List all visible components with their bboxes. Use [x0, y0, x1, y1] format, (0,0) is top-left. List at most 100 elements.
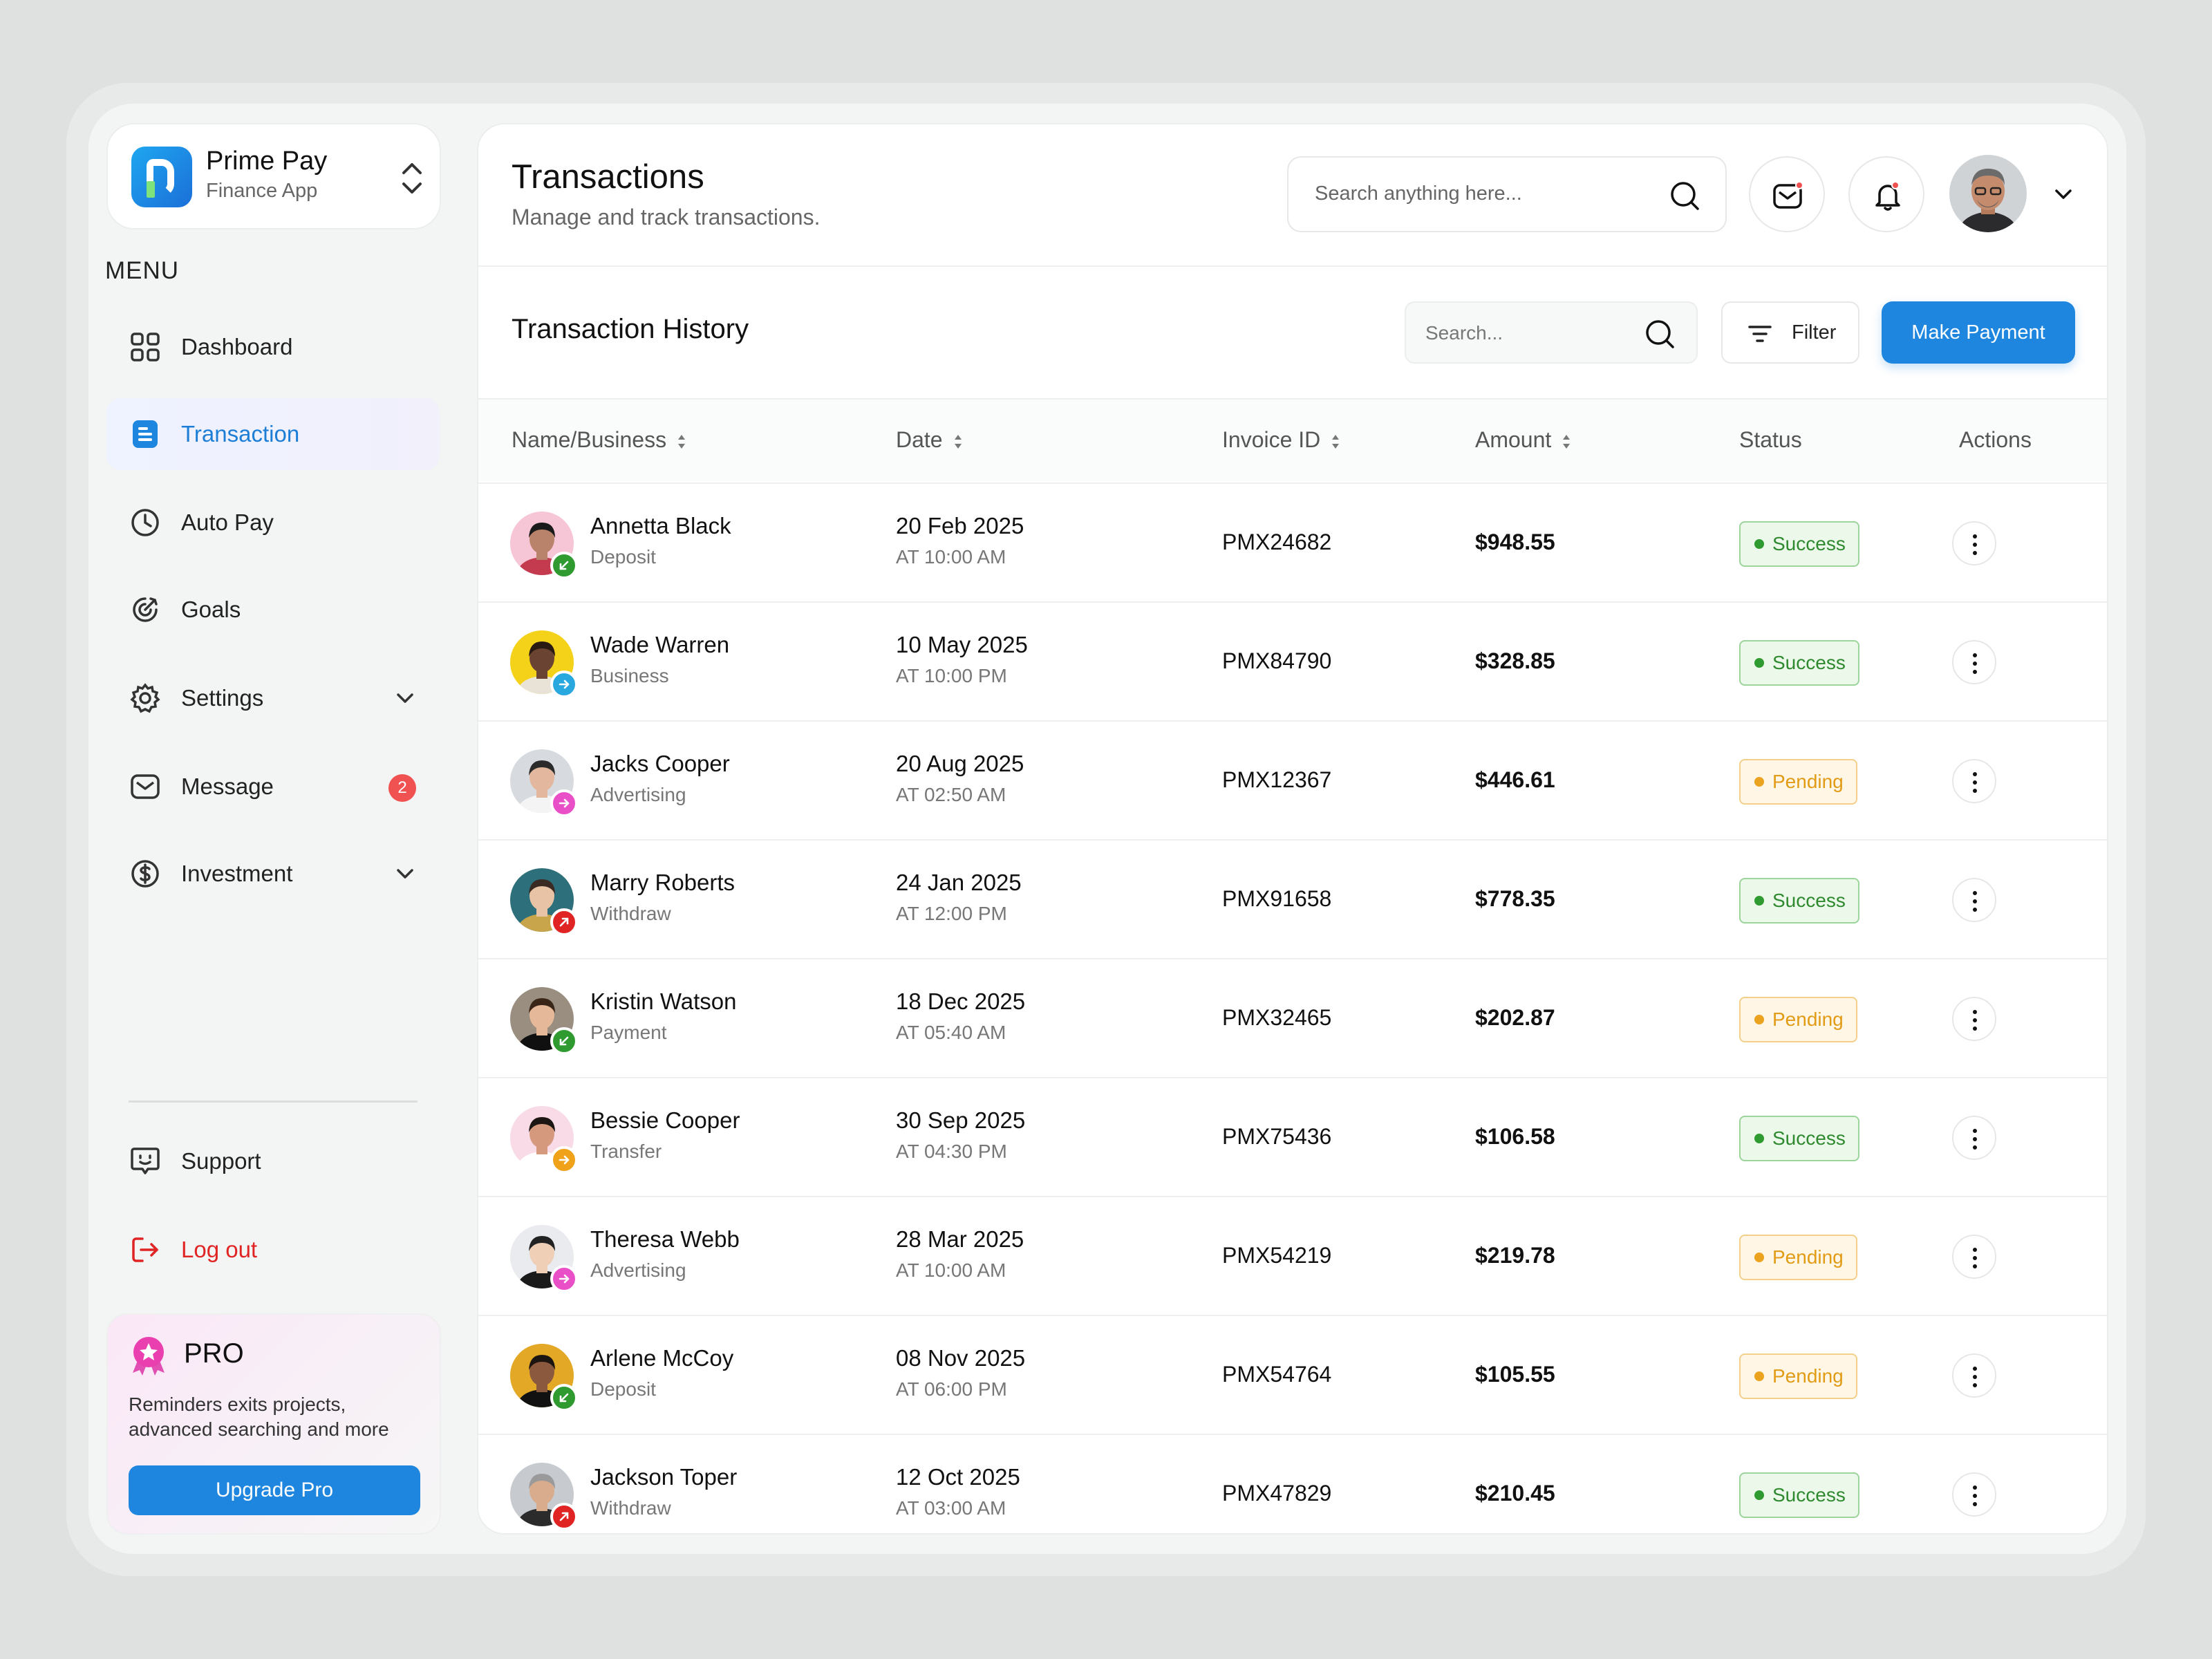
more-actions-button[interactable] [1952, 1116, 1996, 1160]
table-row[interactable]: Kristin Watson Payment 18 Dec 2025 AT 05… [478, 958, 2107, 1077]
more-actions-button[interactable] [1952, 1472, 1996, 1517]
table-search-placeholder: Search... [1425, 322, 1503, 344]
table-row[interactable]: Marry Roberts Withdraw 24 Jan 2025 AT 12… [478, 839, 2107, 958]
sidebar-item-label: Dashboard [181, 334, 293, 359]
upgrade-pro-button[interactable]: Upgrade Pro [129, 1465, 420, 1515]
mail-notification-icon [1773, 181, 1803, 209]
transaction-type: Withdraw [590, 903, 671, 924]
transaction-date: 20 Aug 2025 [896, 751, 1024, 776]
sort-icon[interactable] [1330, 433, 1341, 451]
table-row[interactable]: Jacks Cooper Advertising 20 Aug 2025 AT … [478, 720, 2107, 839]
table-row[interactable]: Annetta Black Deposit 20 Feb 2025 AT 10:… [478, 482, 2107, 601]
more-actions-button[interactable] [1952, 997, 1996, 1041]
status-badge: Pending [1739, 759, 1857, 805]
make-payment-button[interactable]: Make Payment [1882, 301, 2075, 364]
transaction-name: Annetta Black [590, 513, 731, 538]
sidebar-item-auto-pay[interactable]: Auto Pay [106, 487, 440, 559]
sidebar-item-logout[interactable]: Log out [106, 1214, 440, 1286]
sidebar-item-message[interactable]: Message 2 [106, 751, 440, 823]
notifications-button[interactable] [1848, 156, 1924, 232]
main-panel: Transactions Manage and track transactio… [477, 123, 2108, 1535]
search-icon[interactable] [1669, 180, 1700, 212]
chevron-down-icon[interactable] [394, 863, 416, 885]
sidebar-item-dashboard[interactable]: Dashboard [106, 311, 440, 383]
transaction-date: 10 May 2025 [896, 632, 1028, 657]
transaction-time: AT 05:40 AM [896, 1022, 1006, 1043]
pro-title: PRO [184, 1338, 244, 1369]
message-count-badge: 2 [388, 774, 416, 802]
table-row[interactable]: Theresa Webb Advertising 28 Mar 2025 AT … [478, 1196, 2107, 1315]
transaction-type: Deposit [590, 546, 656, 568]
sidebar-item-transaction[interactable]: Transaction [106, 398, 440, 470]
transaction-type-icon [550, 789, 578, 817]
transaction-amount: $219.78 [1475, 1243, 1555, 1268]
brand-switcher[interactable]: Prime Pay Finance App [106, 123, 441, 229]
more-actions-button[interactable] [1952, 521, 1996, 565]
transaction-time: AT 04:30 PM [896, 1141, 1007, 1162]
column-header-invoice[interactable]: Invoice ID [1222, 427, 1341, 453]
more-actions-button[interactable] [1952, 759, 1996, 803]
transaction-type: Advertising [590, 1259, 686, 1281]
transaction-type-icon [550, 552, 578, 579]
table-row[interactable]: Arlene McCoy Deposit 08 Nov 2025 AT 06:0… [478, 1315, 2107, 1434]
transaction-date: 28 Mar 2025 [896, 1226, 1024, 1252]
inbox-button[interactable] [1749, 156, 1825, 232]
table-row[interactable]: Wade Warren Business 10 May 2025 AT 10:0… [478, 601, 2107, 720]
transaction-name: Bessie Cooper [590, 1107, 740, 1133]
transaction-date: 08 Nov 2025 [896, 1345, 1026, 1371]
sidebar-item-label: Investment [181, 861, 293, 886]
status-badge: Success [1739, 521, 1859, 567]
user-avatar[interactable] [1949, 155, 2027, 232]
sidebar-item-goals[interactable]: Goals [106, 574, 440, 646]
status-label: Success [1772, 652, 1846, 673]
chevron-up-down-icon[interactable] [398, 159, 426, 198]
sort-icon[interactable] [676, 433, 687, 451]
transaction-type: Transfer [590, 1141, 662, 1162]
transaction-amount: $778.35 [1475, 886, 1555, 911]
search-icon[interactable] [1644, 318, 1676, 350]
status-badge: Success [1739, 1472, 1859, 1518]
sort-icon[interactable] [1561, 433, 1572, 451]
column-header-date[interactable]: Date [896, 427, 964, 453]
sidebar-item-support[interactable]: Support [106, 1125, 440, 1197]
more-actions-button[interactable] [1952, 640, 1996, 684]
sidebar-item-settings[interactable]: Settings [106, 662, 440, 734]
chevron-down-icon[interactable] [394, 687, 416, 709]
more-actions-button[interactable] [1952, 1235, 1996, 1279]
status-label: Success [1772, 1127, 1846, 1149]
document-icon [133, 420, 158, 448]
table-row[interactable]: Jackson Toper Withdraw 12 Oct 2025 AT 03… [478, 1434, 2107, 1533]
transaction-amount: $202.87 [1475, 1005, 1555, 1030]
global-search-placeholder: Search anything here... [1315, 182, 1522, 205]
status-badge: Pending [1739, 1353, 1857, 1399]
status-label: Pending [1772, 1365, 1844, 1387]
invoice-id: PMX12367 [1222, 767, 1332, 792]
more-actions-button[interactable] [1952, 1353, 1996, 1398]
column-header-amount[interactable]: Amount [1475, 427, 1572, 453]
sidebar-item-label: Auto Pay [181, 509, 274, 535]
header-divider [478, 265, 2107, 267]
sort-icon[interactable] [953, 433, 964, 451]
transaction-type-icon [550, 1265, 578, 1293]
filter-button[interactable]: Filter [1721, 301, 1859, 364]
status-label: Success [1772, 1484, 1846, 1506]
transaction-date: 30 Sep 2025 [896, 1107, 1026, 1133]
global-search-input[interactable]: Search anything here... [1287, 156, 1727, 232]
filter-icon [1748, 326, 1772, 342]
transaction-name: Kristin Watson [590, 988, 737, 1014]
transaction-amount: $948.55 [1475, 529, 1555, 554]
transaction-amount: $210.45 [1475, 1481, 1555, 1506]
more-actions-button[interactable] [1952, 878, 1996, 922]
transaction-time: AT 10:00 AM [896, 1259, 1006, 1281]
column-header-name[interactable]: Name/Business [512, 427, 687, 453]
chevron-down-icon[interactable] [2052, 182, 2075, 206]
status-badge: Success [1739, 878, 1859, 924]
table-row[interactable]: Bessie Cooper Transfer 30 Sep 2025 AT 04… [478, 1077, 2107, 1196]
menu-title: MENU [105, 257, 180, 284]
invoice-id: PMX47829 [1222, 1481, 1332, 1506]
gear-icon [130, 683, 160, 713]
clock-icon [131, 509, 159, 536]
sidebar-item-investment[interactable]: Investment [106, 838, 440, 910]
transaction-name: Marry Roberts [590, 870, 735, 895]
table-search-input[interactable]: Search... [1405, 301, 1698, 364]
